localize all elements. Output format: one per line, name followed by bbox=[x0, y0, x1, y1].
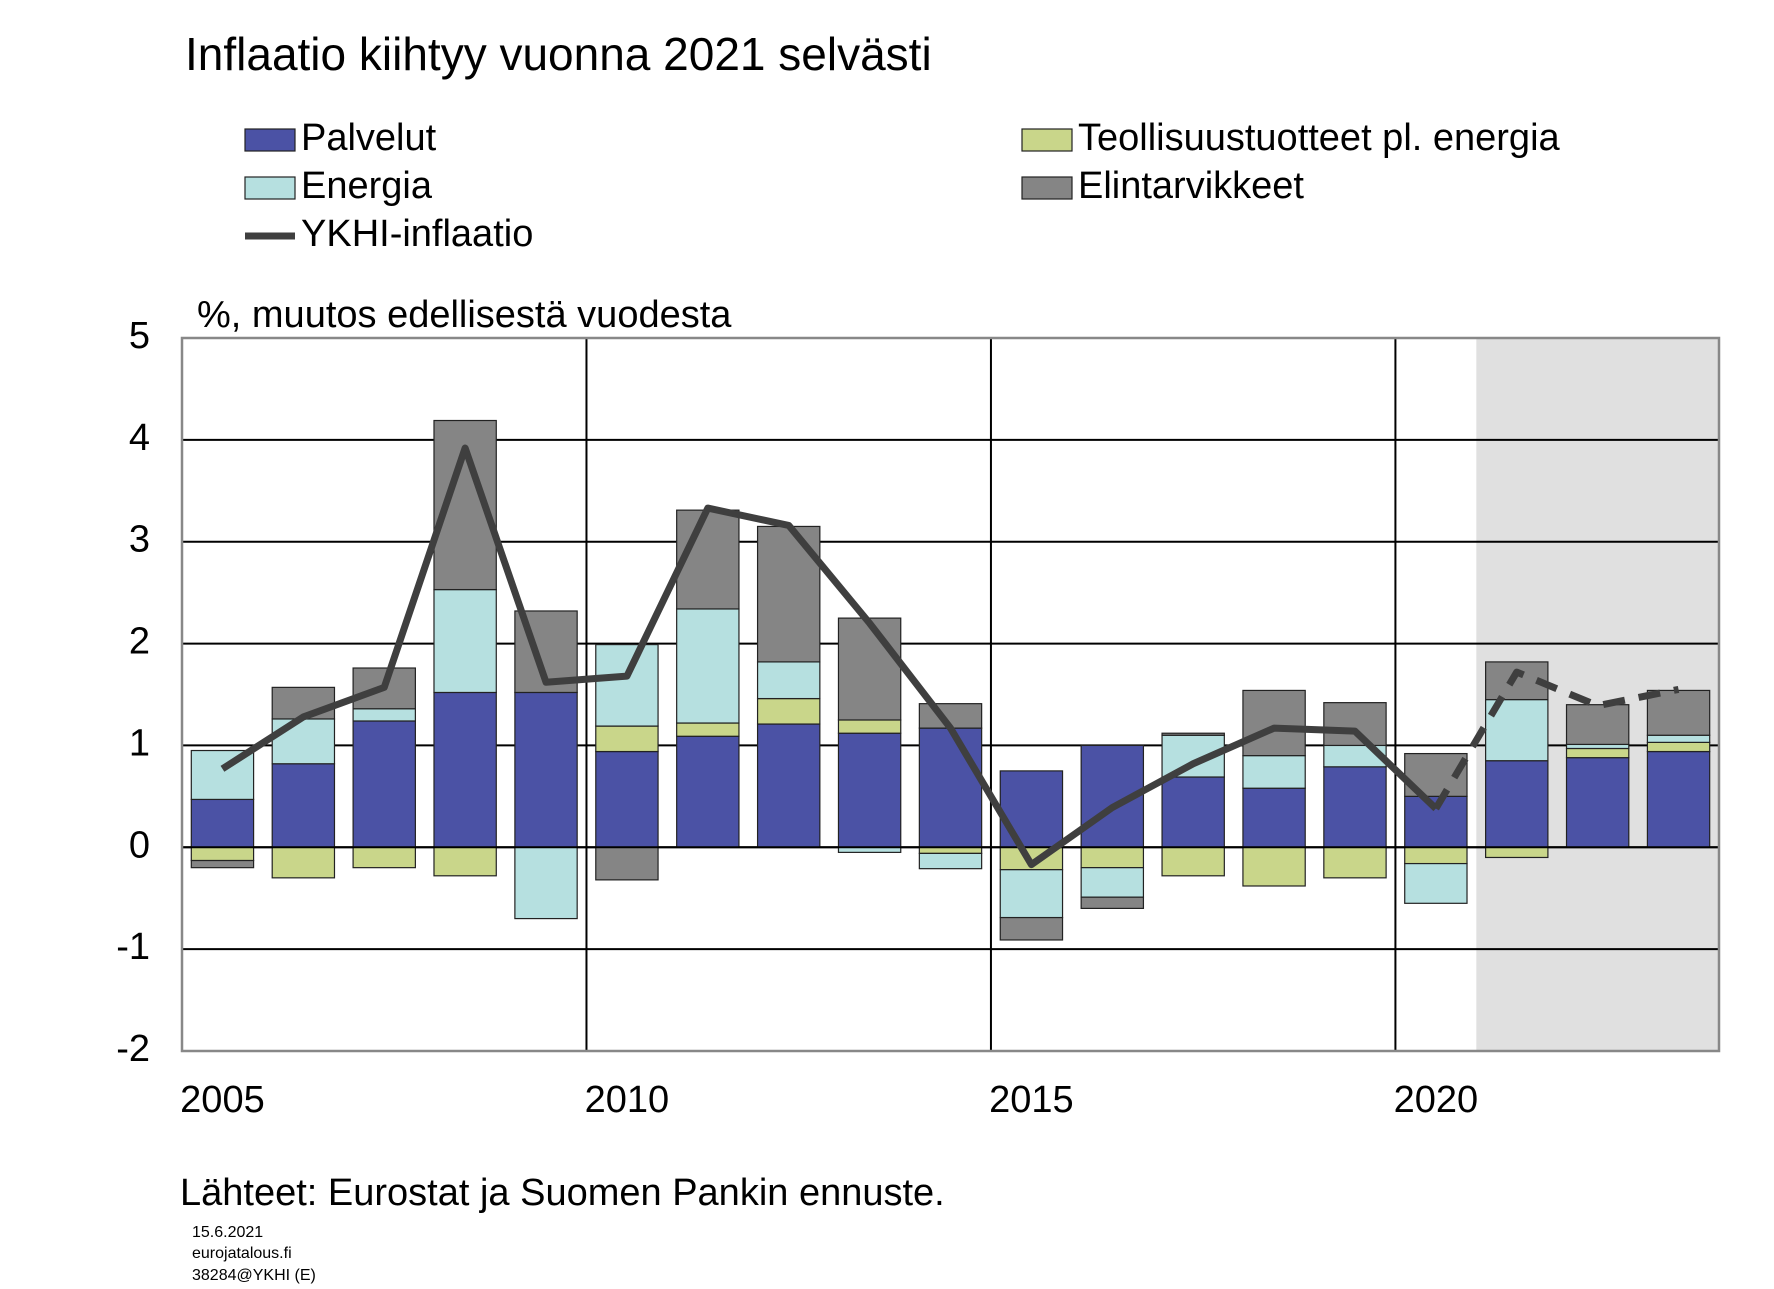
note: 15.6.2021 bbox=[192, 1224, 263, 1241]
bar bbox=[676, 608, 740, 724]
bar bbox=[676, 722, 740, 737]
bar bbox=[1565, 743, 1630, 750]
bar bbox=[1646, 741, 1711, 753]
y-tick-label: 3 bbox=[129, 519, 150, 561]
bar bbox=[676, 735, 740, 848]
legend-swatch bbox=[244, 128, 296, 152]
bar bbox=[837, 732, 902, 848]
bar bbox=[676, 509, 740, 610]
bar bbox=[352, 846, 416, 869]
bar bbox=[595, 643, 659, 727]
chart-title: Inflaatio kiihtyy vuonna 2021 selvästi bbox=[185, 28, 932, 80]
bar bbox=[999, 869, 1064, 919]
source: Lähteet: Eurostat ja Suomen Pankin ennus… bbox=[180, 1172, 945, 1214]
bar bbox=[1242, 787, 1306, 848]
bar bbox=[1485, 846, 1549, 859]
bar bbox=[756, 697, 821, 725]
bar bbox=[1080, 846, 1145, 869]
legend-swatch bbox=[1021, 176, 1073, 200]
bar bbox=[756, 723, 821, 848]
bar bbox=[1161, 846, 1225, 877]
y-tick-label: 5 bbox=[129, 315, 150, 357]
forecast-line bbox=[1432, 668, 1680, 811]
bar bbox=[999, 770, 1064, 848]
bar bbox=[352, 708, 416, 722]
legend-label: Energia bbox=[301, 165, 433, 207]
bar bbox=[837, 719, 902, 734]
legend-swatch bbox=[1021, 128, 1073, 152]
note: 38284@YKHI (E) bbox=[192, 1267, 316, 1284]
bar bbox=[190, 798, 255, 848]
y-tick-label: 4 bbox=[129, 417, 150, 459]
bar bbox=[595, 750, 659, 848]
y-tick-label: 0 bbox=[129, 824, 150, 866]
bar bbox=[1323, 846, 1387, 879]
x-tick-label: 2020 bbox=[1394, 1079, 1479, 1121]
note: eurojatalous.fi bbox=[192, 1245, 292, 1262]
bar bbox=[1323, 766, 1387, 848]
bar bbox=[1565, 757, 1630, 848]
bar bbox=[271, 718, 336, 765]
legend-label: Teollisuustuotteet pl. energia bbox=[1078, 117, 1561, 159]
bar bbox=[1161, 776, 1225, 848]
bar bbox=[271, 763, 336, 848]
legend-label: Palvelut bbox=[301, 117, 437, 159]
x-tick-label: 2005 bbox=[180, 1079, 265, 1121]
line bbox=[220, 444, 1439, 869]
bar bbox=[1485, 760, 1549, 848]
bar bbox=[1242, 846, 1306, 887]
bar bbox=[1404, 862, 1468, 904]
bar bbox=[433, 691, 497, 848]
bar bbox=[595, 725, 659, 753]
bar bbox=[1242, 755, 1306, 789]
bar bbox=[918, 727, 983, 848]
bar bbox=[190, 859, 255, 869]
x-tick-label: 2010 bbox=[585, 1079, 670, 1121]
y-tick-label: 2 bbox=[129, 621, 150, 663]
bar bbox=[595, 846, 659, 881]
x-tick-label: 2015 bbox=[989, 1079, 1074, 1121]
bar bbox=[1646, 750, 1711, 848]
bar bbox=[190, 846, 255, 862]
plot-border bbox=[180, 336, 1721, 1053]
legend-label: YKHI-inflaatio bbox=[301, 213, 533, 255]
bar bbox=[1161, 732, 1225, 736]
bar bbox=[1646, 734, 1711, 743]
legend-label: Elintarvikkeet bbox=[1078, 165, 1304, 207]
bar bbox=[1080, 867, 1145, 898]
bar bbox=[1404, 846, 1468, 865]
bar bbox=[756, 661, 821, 700]
bar bbox=[271, 846, 336, 879]
bar bbox=[999, 916, 1064, 941]
legend-swatch bbox=[244, 176, 296, 200]
bar bbox=[1323, 702, 1387, 747]
bar bbox=[352, 720, 416, 848]
y-tick-label: -1 bbox=[116, 926, 150, 968]
bar bbox=[433, 588, 497, 694]
bar bbox=[1080, 896, 1145, 910]
bar bbox=[1565, 704, 1630, 746]
y-tick-label: 1 bbox=[129, 722, 150, 764]
bar bbox=[514, 691, 578, 848]
bar bbox=[1242, 689, 1306, 757]
bar bbox=[837, 617, 902, 721]
bar bbox=[514, 846, 578, 920]
y-axis-label: %, muutos edellisestä vuodesta bbox=[197, 294, 732, 336]
y-tick-label: -2 bbox=[116, 1028, 150, 1070]
bar bbox=[1646, 689, 1711, 736]
bar bbox=[433, 846, 497, 877]
bar bbox=[918, 852, 983, 870]
bar bbox=[1565, 747, 1630, 759]
